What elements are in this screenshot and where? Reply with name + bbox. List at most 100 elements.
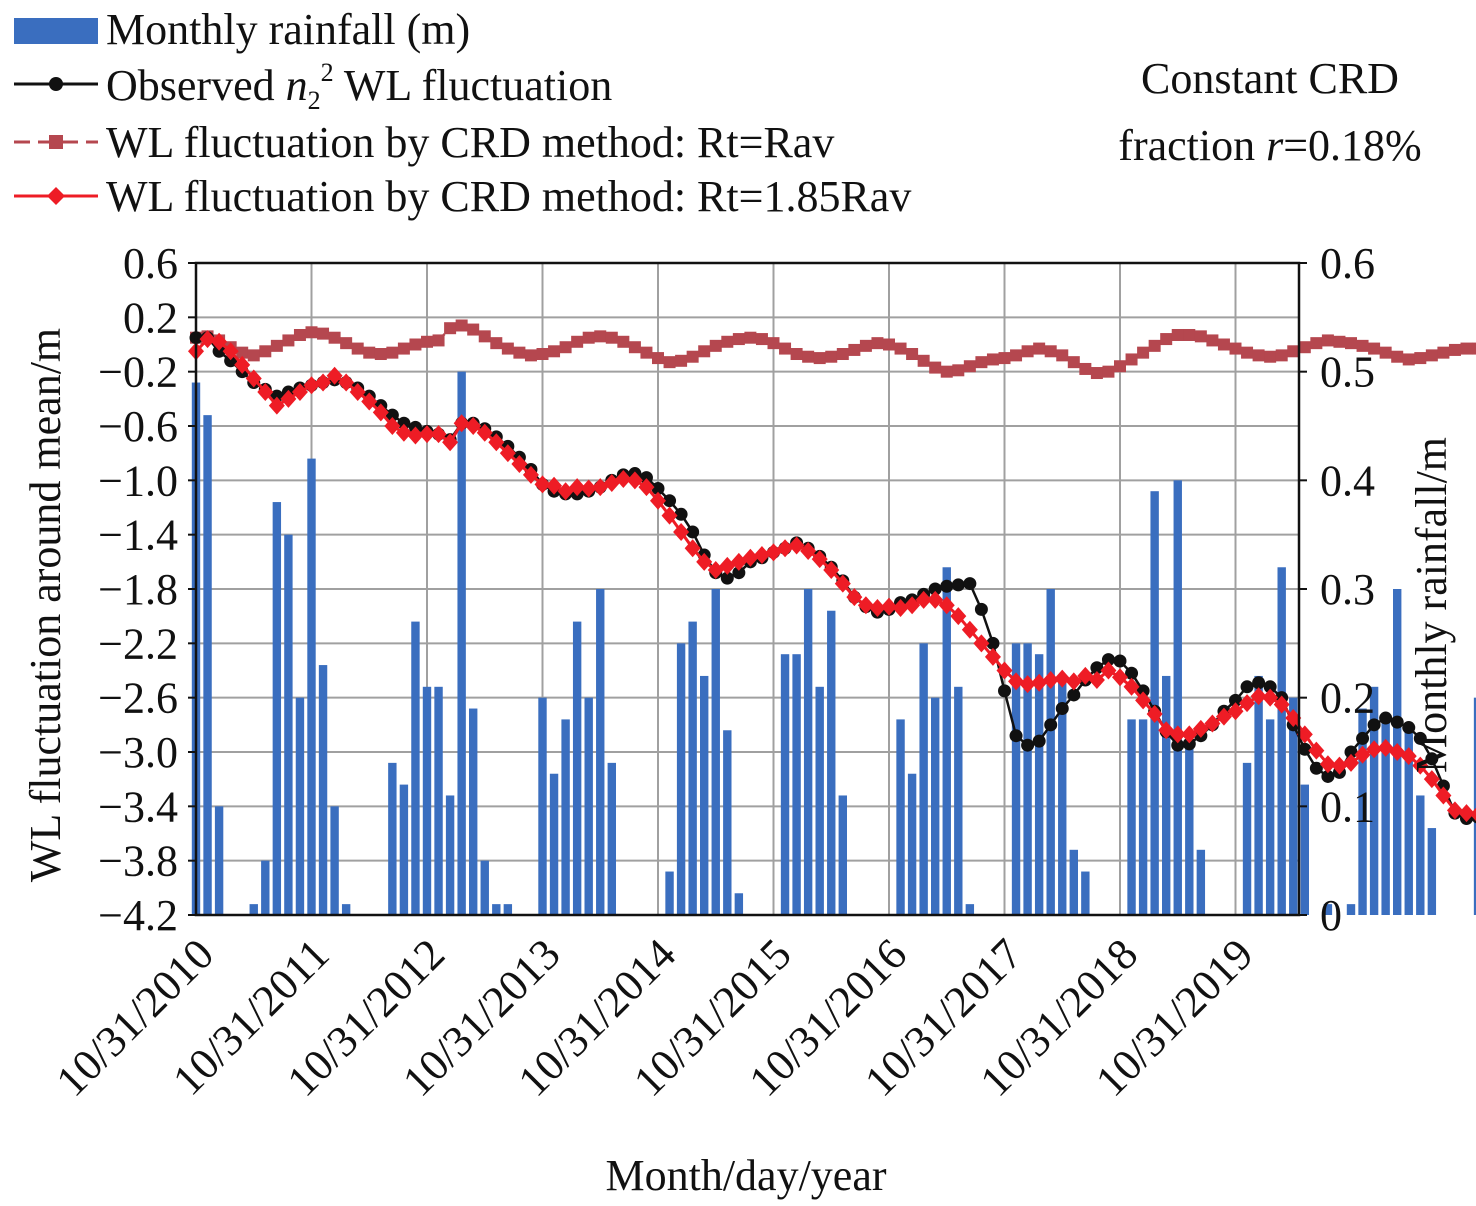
legend-observed-post: WL fluctuation <box>334 61 613 110</box>
point-crd-185rav <box>372 403 389 422</box>
annotation-line1: Constant CRD <box>1141 54 1399 103</box>
point-crd-rav <box>559 341 572 354</box>
point-crd-rav <box>848 343 861 356</box>
rainfall-bar <box>1358 708 1367 915</box>
point-crd-rav <box>1298 341 1311 354</box>
point-crd-rav <box>1414 352 1427 365</box>
point-crd-185rav <box>1204 714 1221 733</box>
point-observed <box>1171 738 1185 752</box>
point-crd-185rav <box>973 634 990 653</box>
point-crd-185rav <box>1065 672 1082 691</box>
point-crd-rav <box>409 338 422 351</box>
rainfall-bar <box>399 784 409 915</box>
point-crd-185rav <box>673 522 690 541</box>
point-crd-185rav <box>1123 677 1140 696</box>
point-crd-185rav <box>1273 695 1290 714</box>
point-crd-rav <box>1310 337 1323 350</box>
point-crd-185rav <box>315 373 332 392</box>
point-crd-185rav <box>268 396 285 415</box>
point-crd-rav <box>906 348 919 361</box>
legend-observed-sub: 2 <box>308 86 321 115</box>
point-crd-185rav <box>199 330 216 349</box>
point-crd-185rav <box>1192 719 1209 738</box>
point-crd-185rav <box>453 414 470 433</box>
point-crd-rav <box>1217 338 1230 351</box>
point-crd-rav <box>871 337 884 350</box>
y-left-tick-label: −4.2 <box>98 891 178 940</box>
point-crd-rav <box>628 341 641 354</box>
legend-marker-observed <box>49 77 63 91</box>
rainfall-bar <box>734 893 744 915</box>
point-crd-185rav <box>280 389 297 408</box>
point-crd-rav <box>883 338 895 351</box>
rainfall-bar <box>1034 654 1044 915</box>
rainfall-bar <box>1323 904 1333 915</box>
rainfall-bar <box>249 904 258 915</box>
point-crd-185rav <box>361 392 378 411</box>
point-observed <box>1367 718 1381 732</box>
point-crd-rav <box>732 333 745 346</box>
rainfall-bar <box>1427 828 1437 915</box>
legend: Monthly rainfall (m) Observed n22 WL flu… <box>14 5 911 221</box>
y-right-ticks: 0.6 0.5 0.4 0.3 0.2 0.1 0 <box>1299 239 1375 940</box>
point-crd-rav <box>548 345 561 358</box>
annotation-line2: fraction r=0.18% <box>1118 121 1421 170</box>
point-crd-185rav <box>938 596 955 615</box>
point-observed <box>1044 718 1058 732</box>
rainfall-bar <box>272 502 282 915</box>
legend-label-crd-185rav: WL fluctuation by CRD method: Rt=1.85Rav <box>106 172 911 221</box>
point-crd-185rav <box>430 425 447 444</box>
point-crd-185rav <box>1169 725 1186 744</box>
point-crd-rav <box>1033 342 1046 355</box>
point-crd-rav <box>813 352 826 365</box>
point-crd-rav <box>1402 353 1415 366</box>
point-observed <box>651 481 665 495</box>
point-crd-rav <box>1010 349 1023 362</box>
rainfall-bar <box>1162 675 1171 915</box>
point-crd-rav <box>1448 343 1461 356</box>
point-crd-185rav <box>742 548 759 567</box>
legend-observed-var: n <box>286 61 308 110</box>
y-left-tick-label: −1.4 <box>98 511 178 560</box>
point-observed <box>1321 769 1335 783</box>
point-crd-rav <box>1090 367 1103 380</box>
point-observed <box>1425 752 1439 766</box>
point-crd-rav <box>1472 342 1476 355</box>
rainfall-bar <box>792 654 801 915</box>
y-right-tick-label: 0.3 <box>1320 565 1375 614</box>
point-crd-185rav <box>1319 755 1336 774</box>
point-crd-185rav <box>1250 687 1267 706</box>
y-left-axis-title: WL fluctuation around mean/m <box>21 328 70 882</box>
y-left-tick-label: −1.8 <box>98 565 178 614</box>
y-left-tick-label: −1.0 <box>98 456 178 505</box>
point-crd-rav <box>594 330 607 343</box>
point-crd-rav <box>963 360 976 373</box>
point-crd-185rav <box>222 342 239 361</box>
point-observed <box>1390 715 1404 729</box>
y-left-ticks: 0.6 0.2 −0.2 −0.6 −1.0 −1.4 −1.8 −2.2 −2.6 −3.0 −3… <box>98 239 196 940</box>
point-crd-185rav <box>834 574 851 593</box>
point-crd-185rav <box>1215 707 1232 726</box>
point-crd-185rav <box>1296 725 1313 744</box>
point-crd-rav <box>755 333 768 346</box>
point-observed <box>1252 676 1266 690</box>
rainfall-bar <box>584 697 593 915</box>
rainfall-bar <box>1346 904 1356 915</box>
point-crd-185rav <box>511 455 528 474</box>
point-crd-185rav <box>800 541 817 560</box>
point-crd-rav <box>1275 349 1288 362</box>
point-crd-rav <box>1148 339 1161 352</box>
y-right-tick-label: 0.6 <box>1320 239 1375 288</box>
point-crd-185rav <box>753 546 770 565</box>
rainfall-bar <box>561 719 570 915</box>
point-crd-rav <box>1391 350 1404 363</box>
rainfall-bar <box>803 589 813 915</box>
point-crd-rav <box>1321 334 1334 347</box>
annotation-line2-post: =0.18% <box>1283 121 1421 170</box>
point-crd-185rav <box>1308 741 1325 760</box>
point-observed <box>1356 731 1370 745</box>
point-crd-rav <box>478 330 491 343</box>
y-right-tick-label: 0.2 <box>1320 674 1375 723</box>
point-crd-185rav <box>407 426 424 445</box>
point-crd-rav <box>582 331 595 344</box>
